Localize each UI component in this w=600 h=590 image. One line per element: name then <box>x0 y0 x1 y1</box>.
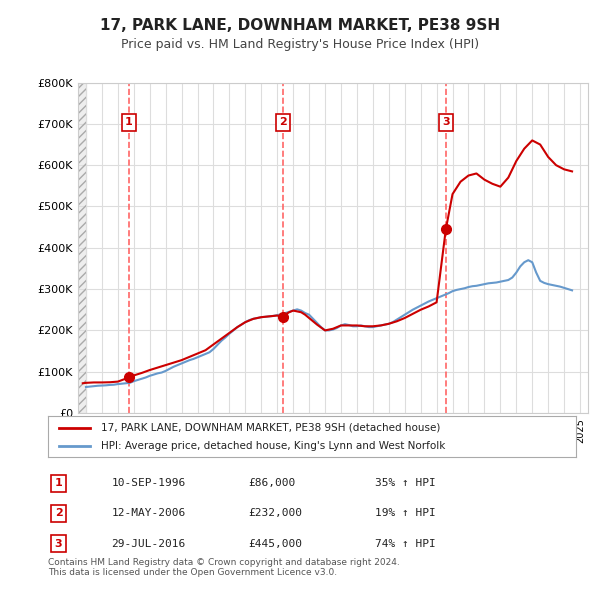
Text: 17, PARK LANE, DOWNHAM MARKET, PE38 9SH: 17, PARK LANE, DOWNHAM MARKET, PE38 9SH <box>100 18 500 32</box>
Text: HPI: Average price, detached house, King's Lynn and West Norfolk: HPI: Average price, detached house, King… <box>101 441 445 451</box>
Text: 3: 3 <box>55 539 62 549</box>
Text: 12-MAY-2006: 12-MAY-2006 <box>112 509 185 519</box>
Text: 3: 3 <box>442 117 449 127</box>
Text: 2: 2 <box>279 117 287 127</box>
Text: 29-JUL-2016: 29-JUL-2016 <box>112 539 185 549</box>
Text: £445,000: £445,000 <box>248 539 302 549</box>
Text: 17, PARK LANE, DOWNHAM MARKET, PE38 9SH (detached house): 17, PARK LANE, DOWNHAM MARKET, PE38 9SH … <box>101 422 440 432</box>
Text: Price paid vs. HM Land Registry's House Price Index (HPI): Price paid vs. HM Land Registry's House … <box>121 38 479 51</box>
Text: 74% ↑ HPI: 74% ↑ HPI <box>376 539 436 549</box>
Text: Contains HM Land Registry data © Crown copyright and database right 2024.
This d: Contains HM Land Registry data © Crown c… <box>48 558 400 577</box>
Text: 10-SEP-1996: 10-SEP-1996 <box>112 478 185 489</box>
Bar <box>78 83 86 413</box>
Text: £86,000: £86,000 <box>248 478 296 489</box>
Text: 35% ↑ HPI: 35% ↑ HPI <box>376 478 436 489</box>
Bar <box>78 83 86 413</box>
Text: £232,000: £232,000 <box>248 509 302 519</box>
Text: 1: 1 <box>125 117 133 127</box>
Text: 1: 1 <box>55 478 62 489</box>
Text: 19% ↑ HPI: 19% ↑ HPI <box>376 509 436 519</box>
Text: 2: 2 <box>55 509 62 519</box>
